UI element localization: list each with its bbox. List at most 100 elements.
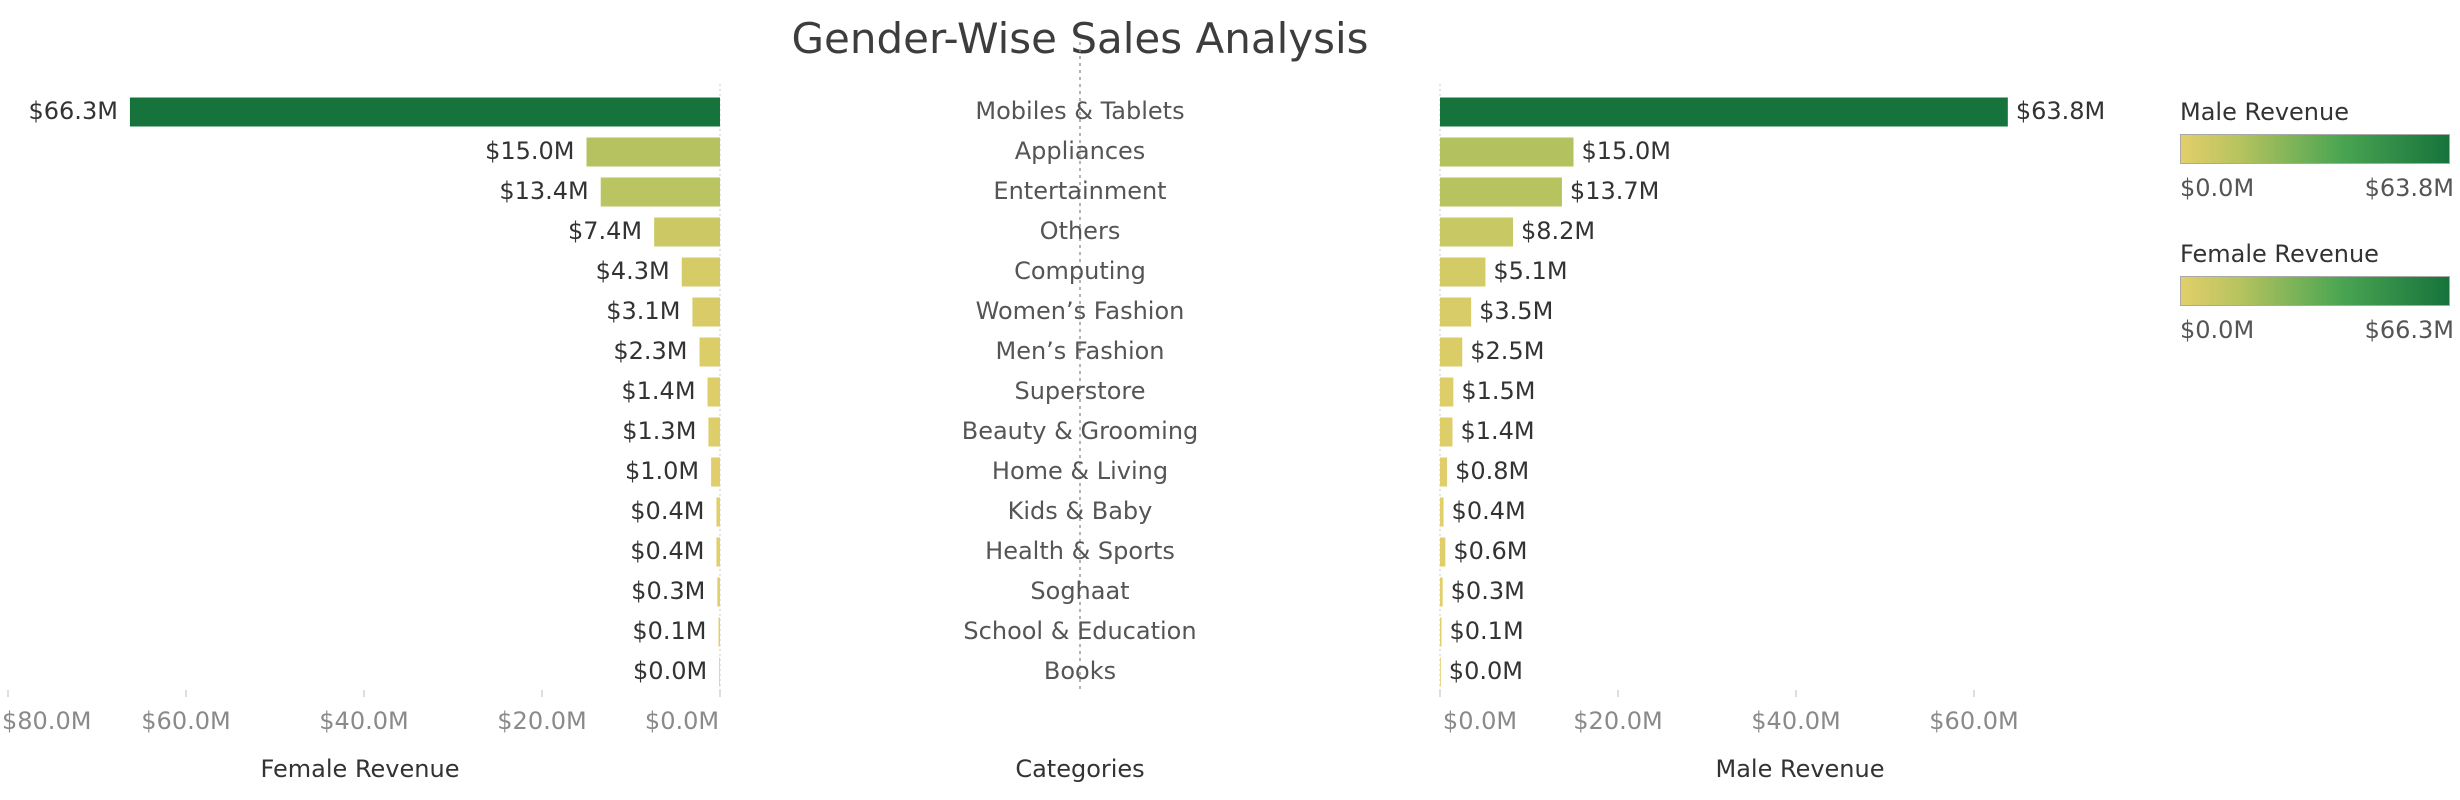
male-bar <box>1440 417 1453 447</box>
category-label: Computing <box>1014 257 1146 285</box>
male-bar <box>1440 177 1562 207</box>
male-axis-title: Male Revenue <box>1715 755 1885 783</box>
male-bar <box>1440 377 1454 407</box>
female-bar <box>719 657 720 687</box>
female-bar <box>716 537 720 567</box>
male-bar-label: $63.8M <box>2016 97 2105 125</box>
legend-female-revenue: Female Revenue $0.0M $66.3M <box>2180 240 2454 344</box>
legend-female-color-ramp <box>2180 276 2450 306</box>
female-bar-label: $13.4M <box>499 177 588 205</box>
female-axis-tick-label: $0.0M <box>645 707 719 735</box>
female-bar <box>129 97 720 127</box>
category-label: Women’s Fashion <box>976 297 1185 325</box>
male-axis-tick-label: $40.0M <box>1751 707 1840 735</box>
male-bar-label: $2.5M <box>1470 337 1544 365</box>
male-bar-label: $15.0M <box>1582 137 1671 165</box>
male-axis-tick-label: $60.0M <box>1929 707 2018 735</box>
male-bar <box>1440 297 1472 327</box>
male-bar-label: $1.4M <box>1460 417 1534 445</box>
male-bar-label: $0.3M <box>1451 577 1525 605</box>
bar-chart-svg: Mobiles & Tablets $66.3M $63.8M Appliances $… <box>2 42 2105 735</box>
female-axis-tick-label: $60.0M <box>141 707 230 735</box>
female-bar <box>708 417 720 447</box>
male-bar-label: $0.4M <box>1452 497 1526 525</box>
male-bar-label: $0.0M <box>1449 657 1523 685</box>
female-bar-label: $1.4M <box>621 377 695 405</box>
female-bar-label: $4.3M <box>596 257 670 285</box>
legend-female-max: $66.3M <box>2364 316 2454 344</box>
female-bar-label: $3.1M <box>606 297 680 325</box>
male-bar-label: $0.1M <box>1450 617 1524 645</box>
male-bar <box>1440 537 1446 567</box>
chart-title: Gender-Wise Sales Analysis <box>791 14 1369 63</box>
male-axis-tick-label: $20.0M <box>1573 707 1662 735</box>
female-axis-tick-label: $40.0M <box>319 707 408 735</box>
male-bar <box>1440 217 1513 247</box>
female-bar <box>699 337 720 367</box>
female-bar <box>718 617 720 647</box>
male-bar-label: $1.5M <box>1461 377 1535 405</box>
category-label: Health & Sports <box>985 537 1175 565</box>
female-bar-label: $0.4M <box>630 497 704 525</box>
legend-male-min: $0.0M <box>2180 174 2255 202</box>
female-bar <box>654 217 720 247</box>
female-axis-tick-label: $80.0M <box>2 707 91 735</box>
female-bar <box>711 457 720 487</box>
female-bar-label: $1.3M <box>622 417 696 445</box>
legend-female-title: Female Revenue <box>2180 240 2379 268</box>
female-bar-label: $15.0M <box>485 137 574 165</box>
male-bar <box>1440 97 2008 127</box>
female-bar <box>692 297 720 327</box>
female-bar <box>586 137 720 167</box>
female-bar-label: $0.0M <box>633 657 707 685</box>
legend-male-max: $63.8M <box>2364 174 2454 202</box>
male-bar <box>1440 457 1448 487</box>
male-bar <box>1440 577 1443 607</box>
male-bar <box>1440 337 1463 367</box>
category-label: Beauty & Grooming <box>962 417 1199 445</box>
female-bar <box>717 577 720 607</box>
category-label: School & Education <box>963 617 1196 645</box>
category-label: Soghaat <box>1030 577 1129 605</box>
male-axis-tick-label: $0.0M <box>1443 707 1517 735</box>
male-bar-label: $13.7M <box>1570 177 1659 205</box>
female-axis-title: Female Revenue <box>260 755 460 783</box>
female-bar-label: $0.1M <box>632 617 706 645</box>
category-label: Others <box>1040 217 1121 245</box>
female-bar-label: $2.3M <box>613 337 687 365</box>
female-bar <box>681 257 720 287</box>
legend-male-color-ramp <box>2180 134 2450 164</box>
legend-female-min: $0.0M <box>2180 316 2255 344</box>
female-bar-label: $1.0M <box>625 457 699 485</box>
category-label: Kids & Baby <box>1008 497 1153 525</box>
categories-axis-title: Categories <box>1015 755 1145 783</box>
category-label: Mobiles & Tablets <box>975 97 1184 125</box>
category-label: Entertainment <box>993 177 1166 205</box>
category-label: Men’s Fashion <box>995 337 1164 365</box>
category-label: Home & Living <box>992 457 1168 485</box>
legend-male-revenue: Male Revenue $0.0M $63.8M <box>2180 98 2454 202</box>
female-bar-label: $0.4M <box>630 537 704 565</box>
male-bar-label: $0.8M <box>1455 457 1529 485</box>
category-label: Books <box>1044 657 1116 685</box>
female-bar <box>707 377 720 407</box>
female-bar-label: $7.4M <box>568 217 642 245</box>
male-bar-label: $5.1M <box>1493 257 1567 285</box>
male-bar-label: $0.6M <box>1453 537 1527 565</box>
male-bar <box>1440 657 1441 687</box>
female-bar-label: $0.3M <box>631 577 705 605</box>
category-label: Superstore <box>1014 377 1145 405</box>
female-axis-tick-label: $20.0M <box>497 707 586 735</box>
male-bar-label: $3.5M <box>1479 297 1553 325</box>
male-bar <box>1440 497 1444 527</box>
male-bar-label: $8.2M <box>1521 217 1595 245</box>
male-bar <box>1440 137 1574 167</box>
male-bar <box>1440 617 1442 647</box>
category-label: Appliances <box>1015 137 1146 165</box>
female-bar-label: $66.3M <box>29 97 118 125</box>
female-bar <box>600 177 720 207</box>
legend-male-title: Male Revenue <box>2180 98 2349 126</box>
female-bar <box>716 497 720 527</box>
male-bar <box>1440 257 1486 287</box>
